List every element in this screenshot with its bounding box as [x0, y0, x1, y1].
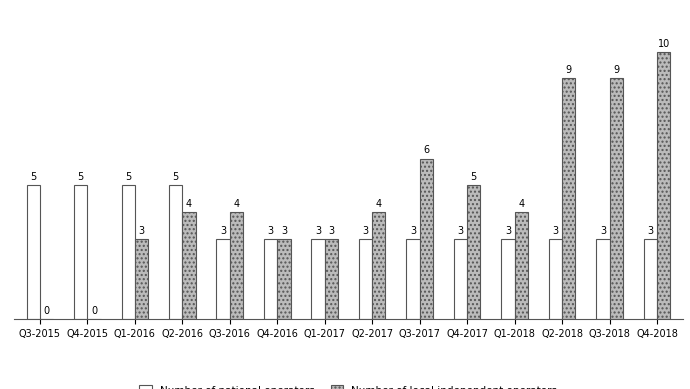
- Bar: [562, 79, 575, 319]
- Text: 10: 10: [658, 39, 670, 49]
- Bar: [467, 186, 480, 319]
- Text: 9: 9: [613, 65, 619, 75]
- Bar: [515, 212, 528, 319]
- Bar: [277, 239, 290, 319]
- Bar: [27, 186, 40, 319]
- Bar: [372, 212, 386, 319]
- Text: 4: 4: [233, 199, 239, 209]
- Text: 0: 0: [43, 306, 50, 316]
- Bar: [596, 239, 609, 319]
- Text: 5: 5: [471, 172, 477, 182]
- Bar: [549, 239, 562, 319]
- Bar: [406, 239, 420, 319]
- Text: 3: 3: [139, 226, 144, 236]
- Bar: [182, 212, 195, 319]
- Bar: [74, 186, 88, 319]
- Bar: [135, 239, 148, 319]
- Text: 3: 3: [268, 226, 274, 236]
- Bar: [311, 239, 325, 319]
- Text: 3: 3: [505, 226, 511, 236]
- Bar: [325, 239, 338, 319]
- Text: 3: 3: [457, 226, 464, 236]
- Text: 3: 3: [281, 226, 287, 236]
- Text: 0: 0: [91, 306, 97, 316]
- Text: 5: 5: [77, 172, 84, 182]
- Text: 3: 3: [220, 226, 226, 236]
- Bar: [230, 212, 243, 319]
- Text: 5: 5: [30, 172, 37, 182]
- Bar: [169, 186, 182, 319]
- Bar: [657, 52, 670, 319]
- Legend: Number of national operators, Number of local independent operators: Number of national operators, Number of …: [135, 381, 562, 389]
- Text: 4: 4: [518, 199, 524, 209]
- Text: 3: 3: [600, 226, 606, 236]
- Bar: [217, 239, 230, 319]
- Bar: [359, 239, 372, 319]
- Text: 3: 3: [362, 226, 368, 236]
- Text: 4: 4: [186, 199, 192, 209]
- Text: 3: 3: [328, 226, 335, 236]
- Text: 5: 5: [172, 172, 179, 182]
- Text: 4: 4: [376, 199, 382, 209]
- Text: 9: 9: [566, 65, 572, 75]
- Bar: [454, 239, 467, 319]
- Bar: [420, 159, 433, 319]
- Bar: [502, 239, 515, 319]
- Text: 3: 3: [553, 226, 558, 236]
- Text: 5: 5: [125, 172, 131, 182]
- Bar: [609, 79, 623, 319]
- Text: 3: 3: [410, 226, 416, 236]
- Bar: [121, 186, 135, 319]
- Text: 3: 3: [647, 226, 653, 236]
- Bar: [644, 239, 657, 319]
- Text: 6: 6: [423, 145, 429, 156]
- Text: 3: 3: [315, 226, 321, 236]
- Bar: [264, 239, 277, 319]
